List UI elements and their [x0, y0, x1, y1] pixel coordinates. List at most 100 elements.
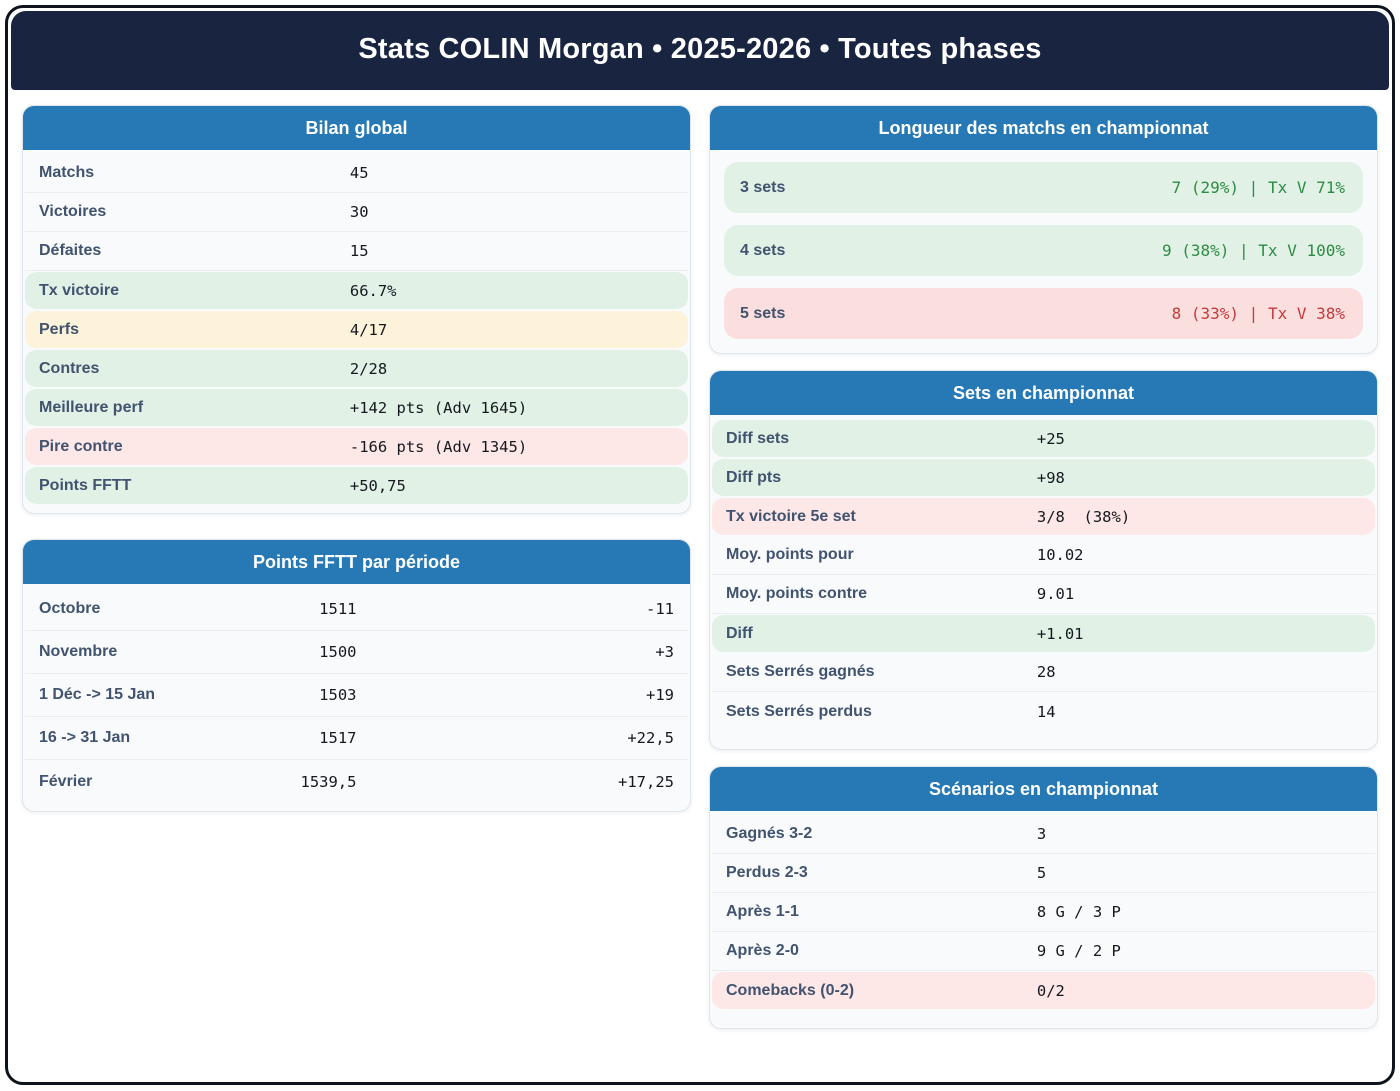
stat-label: Diff sets [726, 429, 790, 447]
stat-value: 2/28 [349, 359, 388, 378]
match-length-row: 3 sets 7 (29%) | Tx V 71% [724, 162, 1363, 213]
match-length-value: 7 (29%) | Tx V 71% [1171, 178, 1345, 197]
stat-row: Après 2-0 9 G / 2 P [712, 932, 1375, 971]
stat-row: Sets Serrés perdus 14 [712, 692, 1375, 731]
card-points-fftt-periode-title: Points FFTT par période [23, 540, 690, 584]
stat-label: Après 1-1 [726, 903, 799, 920]
card-longueur-matchs: Longueur des matchs en championnat 3 set… [709, 105, 1378, 354]
card-bilan-global-body: Matchs 45 Victoires 30 Défaites 15 Tx victoire… [23, 150, 690, 513]
match-length-row: 5 sets 8 (33%) | Tx V 38% [724, 288, 1363, 339]
period-delta: +22,5 [627, 729, 674, 747]
match-length-label: 5 sets [740, 304, 786, 322]
page-title: Stats COLIN Morgan • 2025-2026 • Toutes … [358, 33, 1042, 65]
stat-value: 14 [1036, 702, 1056, 721]
stat-value: 3 [1036, 825, 1047, 843]
stat-row: Points FFTT +50,75 [25, 466, 688, 505]
stat-value: 66.7% [349, 281, 397, 300]
stat-value: +98 [1036, 468, 1065, 487]
stat-label: Gagnés 3-2 [726, 825, 813, 842]
period-points: 1539,5 [300, 772, 357, 791]
stat-value: 3/8 (38%) [1036, 507, 1131, 526]
stat-label: Victoires [39, 203, 107, 220]
stat-label: Diff [726, 624, 753, 642]
stat-value: +1.01 [1036, 624, 1084, 643]
stat-value: 0/2 [1036, 981, 1065, 1000]
stat-row: Tx victoire 5e set 3/8 (38%) [712, 497, 1375, 536]
right-column: Longueur des matchs en championnat 3 set… [709, 105, 1378, 1045]
stat-row: Tx victoire 66.7% [25, 271, 688, 310]
stat-label: Sets Serrés gagnés [726, 663, 875, 680]
stat-value: 45 [349, 164, 369, 182]
stat-label: Diff pts [726, 468, 782, 486]
stat-row: Diff +1.01 [712, 614, 1375, 653]
stat-value: 28 [1036, 663, 1056, 681]
stat-row: Victoires 30 [25, 193, 688, 232]
stat-value: 10.02 [1036, 546, 1084, 564]
period-points: 1503 [319, 686, 357, 704]
stat-value: 9.01 [1036, 585, 1075, 603]
stat-row: Sets Serrés gagnés 28 [712, 653, 1375, 692]
content-columns: Bilan global Matchs 45 Victoires 30 Défaites… [8, 93, 1392, 1045]
stat-label: Après 2-0 [726, 942, 799, 959]
stat-row: Matchs 45 [25, 154, 688, 193]
period-row: 16 -> 31 Jan 1517 +22,5 [25, 717, 688, 760]
period-row: 1 Déc -> 15 Jan 1503 +19 [25, 674, 688, 717]
stat-value: +50,75 [349, 476, 406, 495]
stat-label: Matchs [39, 164, 95, 181]
stat-value: 9 G / 2 P [1036, 942, 1121, 960]
period-points: 1511 [319, 600, 357, 618]
match-length-label: 4 sets [740, 241, 786, 259]
stat-row: Après 1-1 8 G / 3 P [712, 893, 1375, 932]
stat-label: Tx victoire 5e set [726, 507, 856, 525]
stat-value: 30 [349, 203, 369, 221]
stat-label: Pire contre [39, 437, 123, 455]
stat-value: 8 G / 3 P [1036, 903, 1121, 921]
match-length-value: 8 (33%) | Tx V 38% [1171, 304, 1345, 323]
stat-row: Gagnés 3-2 3 [712, 815, 1375, 854]
stat-row: Meilleure perf +142 pts (Adv 1645) [25, 388, 688, 427]
app-header: Stats COLIN Morgan • 2025-2026 • Toutes … [11, 11, 1389, 90]
card-sets-championnat-body: Diff sets +25 Diff pts +98 Tx victoire 5e se… [710, 415, 1377, 749]
stat-label: Perfs [39, 320, 80, 338]
card-longueur-matchs-title: Longueur des matchs en championnat [710, 106, 1377, 150]
card-bilan-global: Bilan global Matchs 45 Victoires 30 Défaites… [22, 105, 691, 514]
period-label: 1 Déc -> 15 Jan [39, 686, 156, 703]
match-length-label: 3 sets [740, 178, 786, 196]
stat-value: 4/17 [349, 320, 388, 339]
stat-value: 5 [1036, 864, 1047, 882]
period-row: Février 1539,5 +17,25 [25, 760, 688, 803]
period-row: Novembre 1500 +3 [25, 631, 688, 674]
card-bilan-global-title: Bilan global [23, 106, 690, 150]
stat-row: Moy. points pour 10.02 [712, 536, 1375, 575]
match-length-value: 9 (38%) | Tx V 100% [1161, 241, 1345, 260]
page-container: Stats COLIN Morgan • 2025-2026 • Toutes … [5, 5, 1395, 1085]
card-scenarios-championnat-title: Scénarios en championnat [710, 767, 1377, 811]
stat-row: Diff sets +25 [712, 419, 1375, 458]
period-label: Novembre [39, 643, 118, 660]
stat-label: Meilleure perf [39, 398, 144, 416]
stat-label: Défaites [39, 242, 102, 259]
stat-value: +25 [1036, 429, 1065, 448]
period-points: 1517 [319, 729, 357, 747]
stat-row: Diff pts +98 [712, 458, 1375, 497]
card-points-fftt-periode-body: Octobre 1511 -11 Novembre 1500 +3 1 Déc -> 15 … [23, 584, 690, 811]
period-points: 1500 [319, 643, 357, 661]
card-longueur-matchs-body: 3 sets 7 (29%) | Tx V 71% 4 sets 9 (38%) | … [710, 150, 1377, 353]
stat-row: Pire contre -166 pts (Adv 1345) [25, 427, 688, 466]
period-delta: +19 [646, 686, 674, 704]
stat-row: Contres 2/28 [25, 349, 688, 388]
stat-label: Contres [39, 359, 100, 377]
stat-value: -166 pts (Adv 1345) [349, 437, 528, 456]
stat-label: Moy. points contre [726, 585, 868, 602]
period-label: 16 -> 31 Jan [39, 729, 131, 746]
period-label: Février [39, 772, 93, 790]
card-scenarios-championnat-body: Gagnés 3-2 3 Perdus 2-3 5 Après 1-1 8 G / 3 P… [710, 811, 1377, 1028]
stat-label: Comebacks (0-2) [726, 981, 855, 999]
period-row: Octobre 1511 -11 [25, 588, 688, 631]
card-points-fftt-periode: Points FFTT par période Octobre 1511 -11 No… [22, 539, 691, 812]
card-scenarios-championnat: Scénarios en championnat Gagnés 3-2 3 Perd… [709, 766, 1378, 1029]
stat-row: Perdus 2-3 5 [712, 854, 1375, 893]
stat-row: Comebacks (0-2) 0/2 [712, 971, 1375, 1010]
stat-label: Tx victoire [39, 281, 120, 299]
stat-row: Défaites 15 [25, 232, 688, 271]
